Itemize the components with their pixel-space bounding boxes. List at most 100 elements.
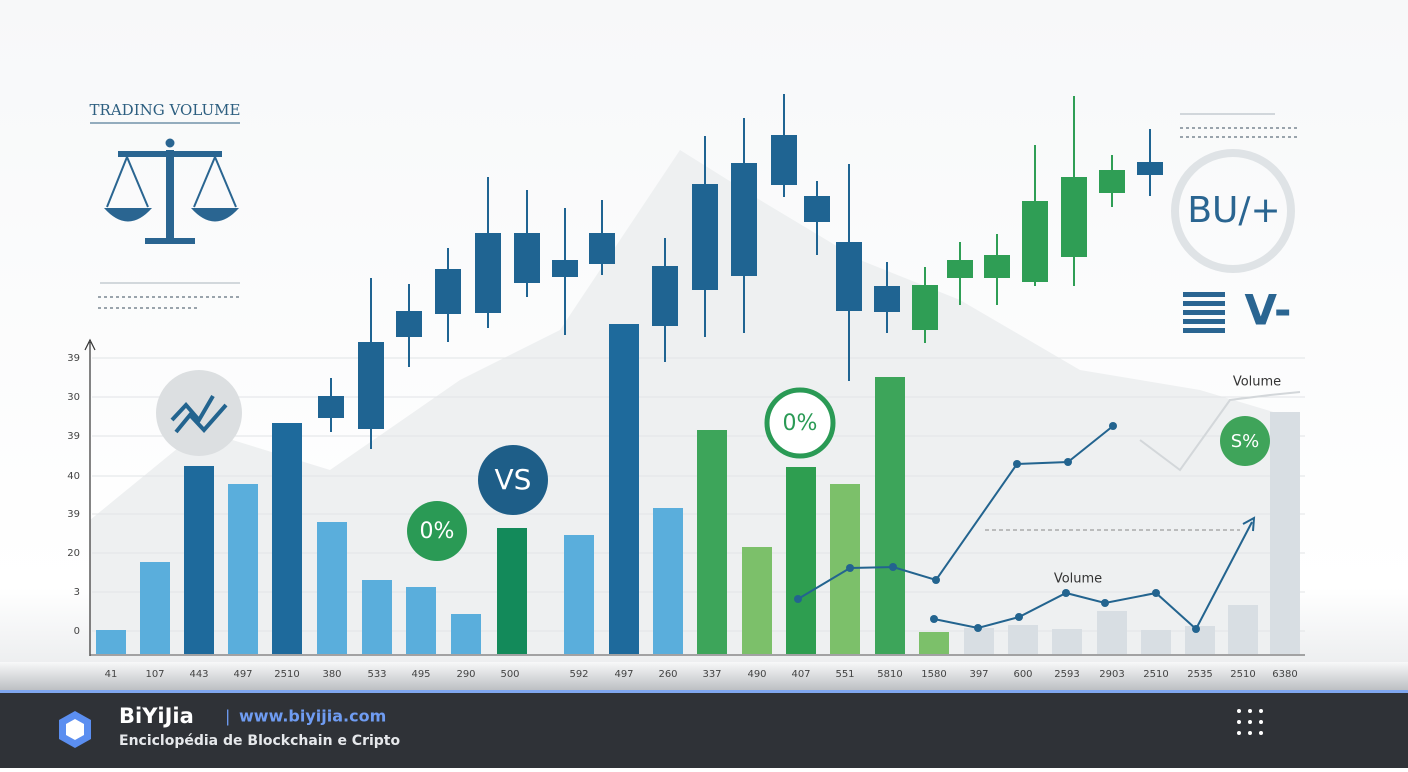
x-label: 497	[233, 669, 252, 680]
y-label: 39	[67, 509, 80, 520]
bar	[609, 324, 639, 654]
faint-line	[1139, 391, 1301, 472]
x-label: 600	[1013, 669, 1032, 680]
x-label: 533	[367, 669, 386, 680]
x-label: 5810	[877, 669, 902, 680]
fine-print	[98, 127, 1300, 309]
candle-body	[552, 260, 578, 277]
candle-body	[731, 163, 757, 276]
badge-text: BU/+	[1187, 190, 1280, 231]
candle-body	[912, 285, 938, 330]
trend-badge	[156, 370, 242, 456]
vs-badge	[478, 445, 548, 515]
bar	[406, 587, 436, 654]
bar	[830, 484, 860, 654]
candle-body	[771, 135, 797, 185]
fade	[0, 662, 1408, 692]
tagline: Enciclopédia de Blockchain e Cripto	[119, 733, 401, 749]
candle-body	[652, 266, 678, 326]
x-label: 41	[105, 669, 118, 680]
bars	[96, 324, 1300, 654]
candle-body	[1022, 201, 1048, 282]
bar	[184, 466, 214, 654]
x-label: 260	[658, 669, 677, 680]
candle-body	[396, 311, 422, 337]
candle-body	[435, 269, 461, 314]
menu-dots[interactable]	[1237, 709, 1263, 735]
bar	[786, 467, 816, 654]
bar	[1185, 626, 1215, 654]
x-label: 290	[456, 669, 475, 680]
bar	[272, 423, 302, 654]
x-label: 6380	[1272, 669, 1297, 680]
footer-line	[0, 690, 1408, 693]
candle-body	[692, 184, 718, 290]
axis-arrow	[84, 338, 96, 351]
candles	[318, 94, 1163, 449]
percent-text: 0%	[420, 519, 455, 544]
line-label: Volume	[1233, 375, 1281, 390]
bar	[1008, 625, 1038, 654]
bar	[742, 547, 772, 654]
x-label: 2510	[1143, 669, 1168, 680]
bar	[451, 614, 481, 654]
x-label: 495	[411, 669, 430, 680]
ring	[1171, 149, 1295, 273]
candle-body	[589, 233, 615, 264]
bar	[1097, 611, 1127, 654]
bar	[140, 562, 170, 654]
bar	[964, 628, 994, 654]
y-label: 39	[67, 431, 80, 442]
candle-body	[318, 396, 344, 418]
candle-body	[1061, 177, 1087, 257]
trend-icon	[170, 394, 228, 434]
footer	[0, 692, 1408, 768]
candle-body	[836, 242, 862, 311]
x-label: 380	[322, 669, 341, 680]
percent-text: 0%	[783, 411, 818, 436]
arrow-head	[1242, 516, 1256, 532]
percent-badge	[407, 501, 467, 561]
x-label: 497	[614, 669, 633, 680]
x-label: 107	[145, 669, 164, 680]
logo-inner	[66, 719, 84, 740]
url[interactable]: www.biyijia.com	[239, 707, 386, 726]
bar	[362, 580, 392, 654]
bar	[1052, 629, 1082, 654]
candle-body	[804, 196, 830, 222]
percent-badge	[1220, 416, 1270, 466]
title: TRADING VOLUME	[90, 101, 241, 119]
bar	[875, 377, 905, 654]
y-label: 40	[67, 471, 80, 482]
bar	[228, 484, 258, 654]
x-label: 1580	[921, 669, 946, 680]
brand: BiYiJia	[119, 704, 194, 728]
vs-text: VS	[495, 463, 532, 496]
bar	[497, 528, 527, 654]
bar	[317, 522, 347, 654]
y-label: 20	[67, 548, 80, 559]
x-label: 2510	[274, 669, 299, 680]
scale-icon	[104, 138, 239, 244]
candle-body	[358, 342, 384, 429]
x-label: 2535	[1187, 669, 1212, 680]
bar	[1228, 605, 1258, 654]
trend-points-2	[930, 589, 1200, 633]
separator: |	[225, 707, 230, 726]
x-label: 2510	[1230, 669, 1255, 680]
candle-body	[984, 255, 1010, 278]
trend-points	[794, 422, 1117, 603]
x-label: 500	[500, 669, 519, 680]
line-label: Volume	[1054, 572, 1102, 587]
bar	[697, 430, 727, 654]
candle-body	[1137, 162, 1163, 175]
backdrop-area	[90, 150, 1300, 655]
bar	[1270, 412, 1300, 654]
trend-line-2	[933, 521, 1253, 631]
x-label: 337	[702, 669, 721, 680]
bar	[1141, 630, 1171, 654]
bar	[653, 508, 683, 654]
x-label: 407	[791, 669, 810, 680]
candle-body	[1099, 170, 1125, 193]
